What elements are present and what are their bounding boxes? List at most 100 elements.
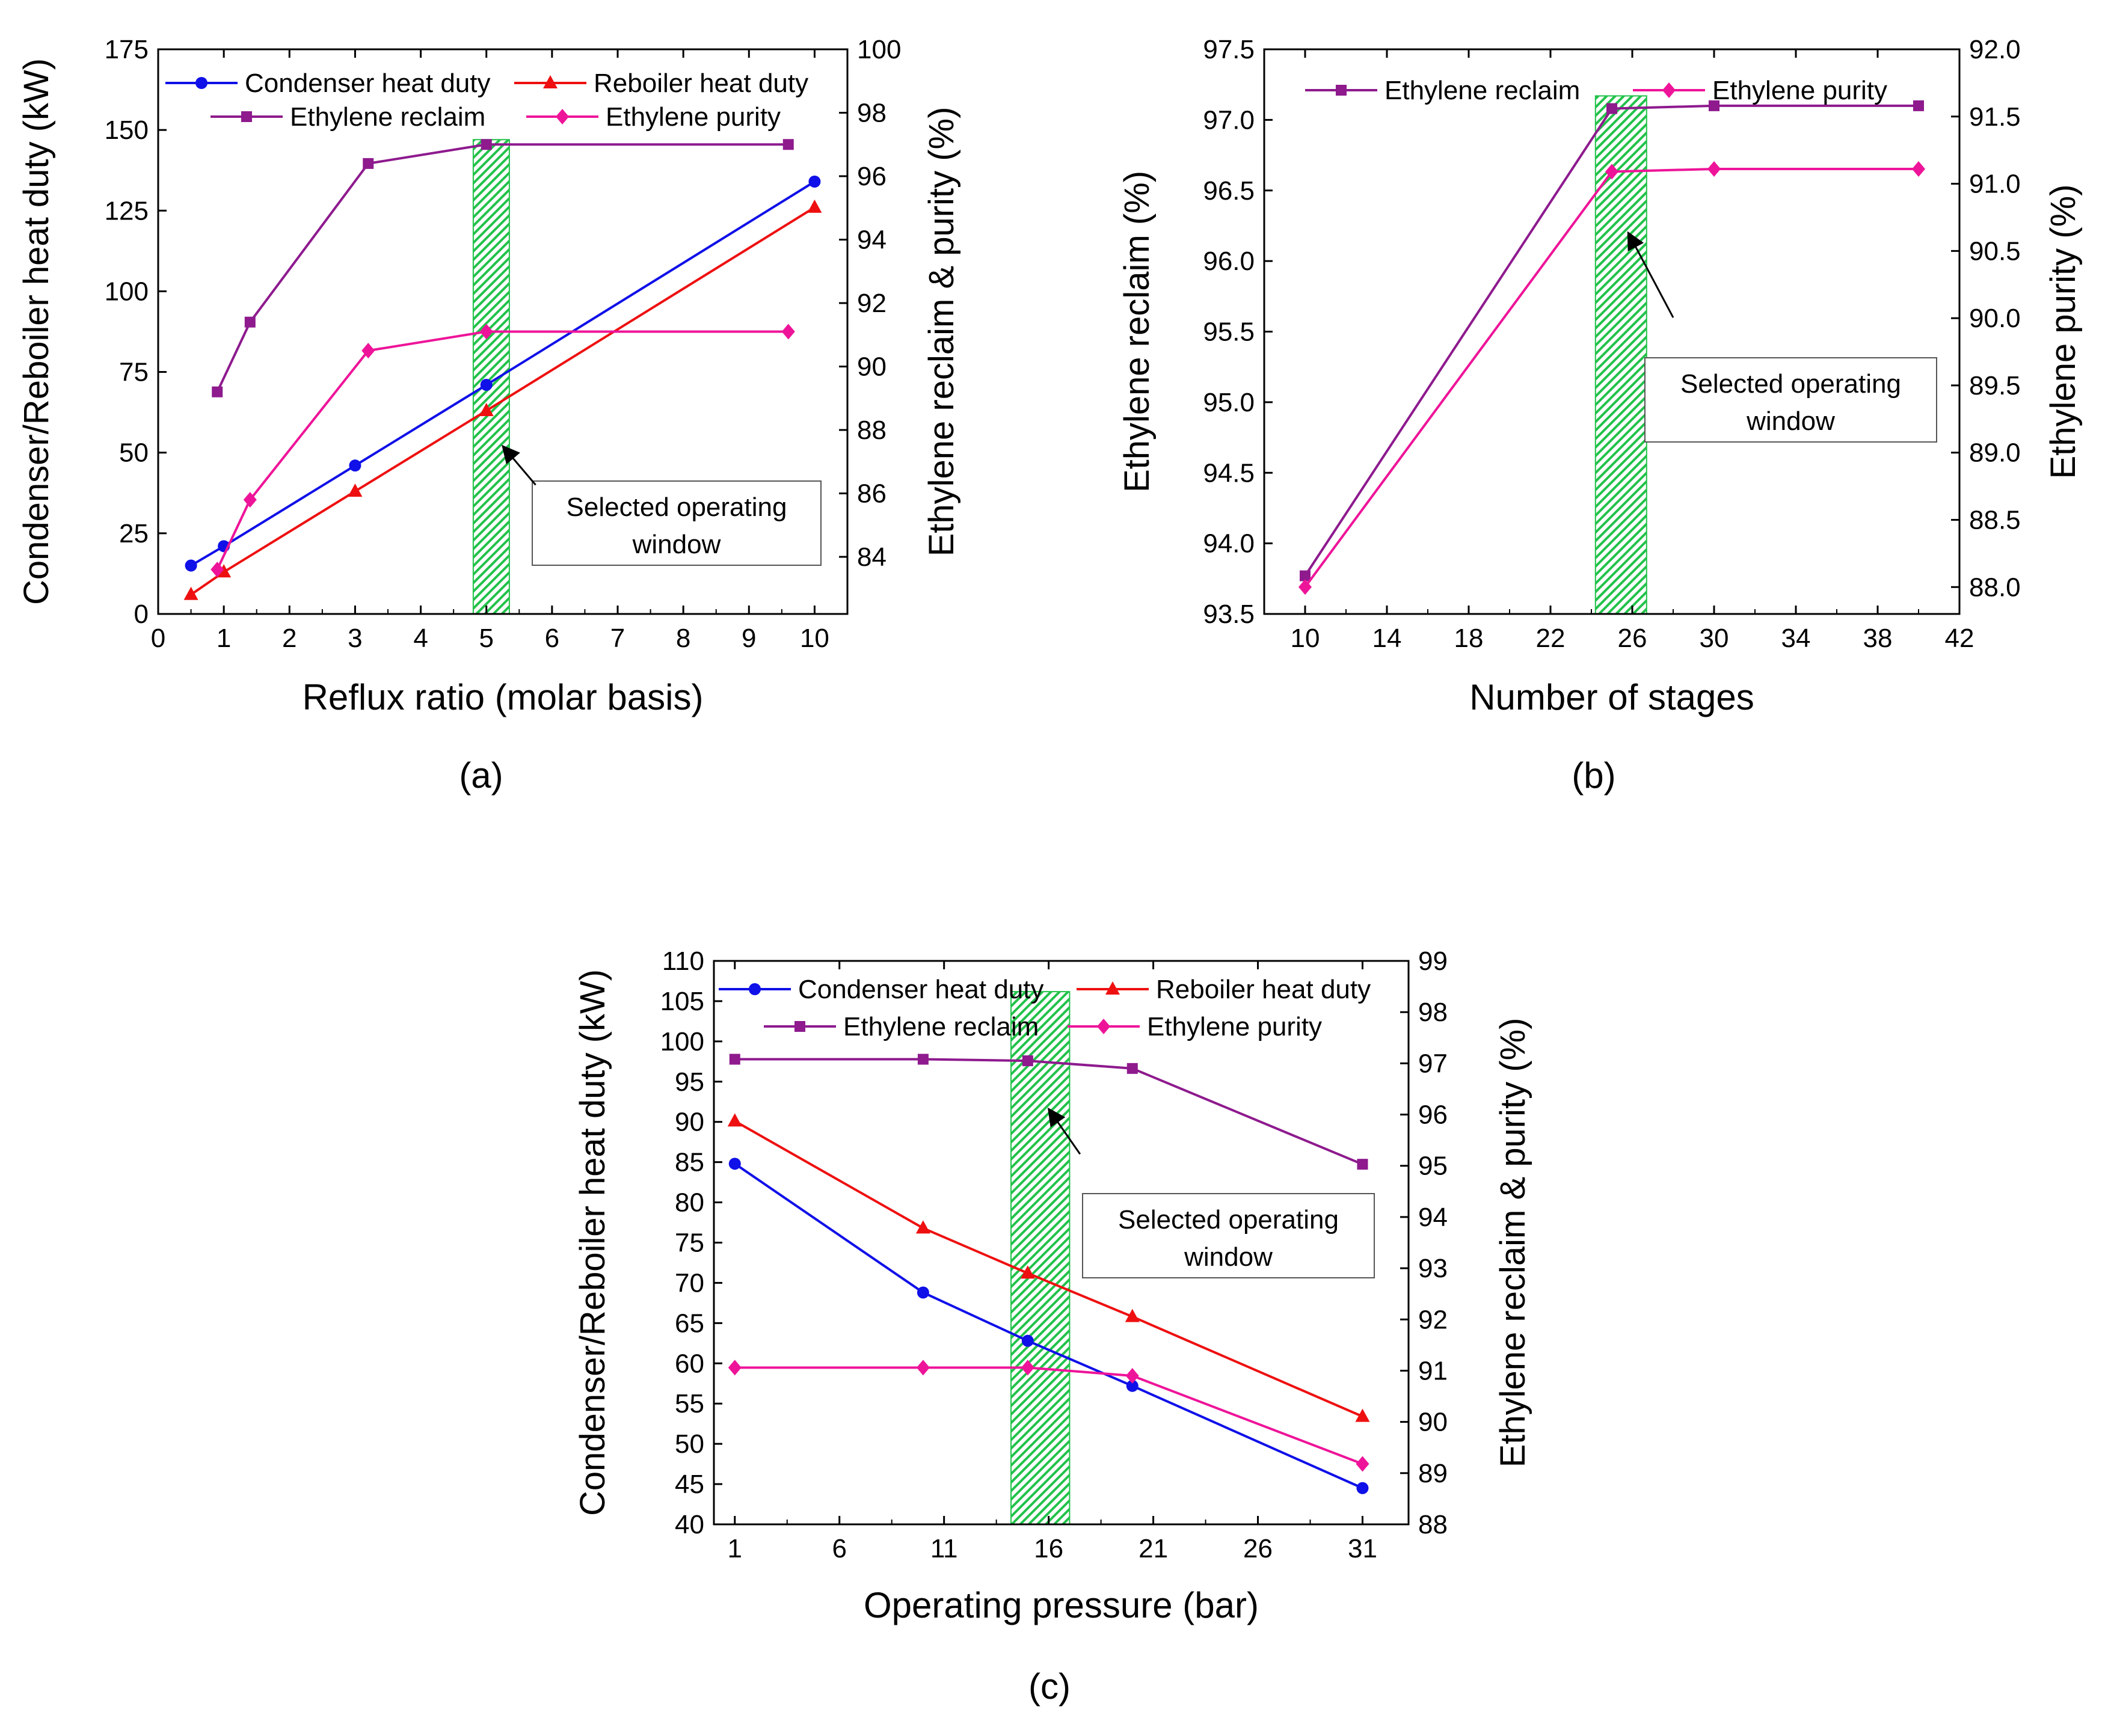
data-point-diamond (1605, 164, 1618, 180)
x-tick-label: 3 (348, 624, 362, 653)
data-point-diamond (1021, 1360, 1034, 1376)
y2-tick-label: 88.0 (1969, 572, 2021, 602)
y2-tick-label: 92 (1418, 1305, 1448, 1334)
data-point-diamond (1356, 1456, 1369, 1472)
data-point-triangle (727, 1113, 742, 1127)
y-tick-label: 45 (675, 1470, 704, 1499)
y-tick-label: 96.0 (1203, 247, 1255, 276)
panel-label: (c) (1028, 1666, 1071, 1707)
y-tick-label: 94.0 (1203, 529, 1255, 559)
y2-tick-label: 92 (857, 289, 887, 318)
x-tick-label: 10 (800, 624, 829, 653)
y-tick-label: 110 (662, 946, 704, 976)
data-point-diamond (781, 324, 795, 340)
y-axis-label: Condenser/Reboiler heat duty (kW) (573, 969, 612, 1516)
y2-axis-label: Ethylene purity (%) (2044, 185, 2083, 479)
legend-marker (794, 1021, 805, 1032)
annotation-arrow (1627, 231, 1674, 318)
x-tick-label: 21 (1139, 1534, 1168, 1563)
y-tick-label: 97.5 (1203, 35, 1255, 64)
x-tick-label: 34 (1781, 624, 1811, 653)
legend-marker (195, 77, 207, 89)
data-point-triangle (479, 402, 494, 416)
data-point-circle (728, 1158, 741, 1170)
annotation-line-2: window (632, 530, 721, 559)
y-tick-label: 105 (660, 987, 704, 1016)
y2-tick-label: 84 (857, 542, 887, 572)
y2-tick-label: 96 (1418, 1100, 1448, 1130)
x-tick-label: 8 (676, 624, 690, 653)
selected-window-highlight (1594, 95, 1647, 615)
legend-marker (749, 983, 761, 995)
legend-label: Condenser heat duty (245, 69, 491, 98)
annotation-line-1: Selected operating (1118, 1205, 1339, 1235)
y-tick-label: 60 (675, 1349, 704, 1378)
x-tick-label: 0 (151, 624, 165, 653)
y2-tick-label: 93 (1418, 1254, 1448, 1283)
y2-tick-label: 94 (857, 225, 887, 255)
y-tick-label: 70 (675, 1268, 704, 1298)
y2-tick-label: 91.0 (1969, 170, 2021, 199)
data-point-diamond (479, 324, 493, 340)
y2-tick-label: 90.0 (1969, 304, 2021, 333)
y2-tick-label: 90 (1418, 1408, 1448, 1437)
y2-axis-label: Ethylene reclaim & purity (%) (922, 107, 961, 557)
y2-tick-label: 88.5 (1969, 506, 2021, 535)
legend-marker (1662, 82, 1676, 98)
x-tick-label: 4 (413, 624, 428, 653)
y-tick-label: 85 (675, 1148, 704, 1177)
x-tick-label: 26 (1618, 624, 1647, 653)
data-point-circle (480, 379, 493, 391)
data-point-diamond (728, 1360, 742, 1376)
y-tick-label: 50 (119, 438, 149, 468)
data-point-triangle (915, 1220, 930, 1234)
data-point-triangle (1355, 1408, 1370, 1422)
data-point-diamond (1707, 161, 1721, 177)
y2-tick-label: 89.0 (1969, 438, 2021, 468)
annotation-box (532, 480, 822, 566)
y2-tick-label: 91.5 (1969, 102, 2021, 132)
data-point-circle (1126, 1379, 1139, 1392)
x-tick-label: 7 (610, 624, 625, 653)
legend-marker (1336, 85, 1347, 96)
x-tick-label: 1 (217, 624, 231, 653)
data-point-square (1357, 1159, 1368, 1170)
data-point-square (212, 386, 223, 397)
legend-label: Ethylene reclaim (1384, 76, 1580, 105)
x-tick-label: 22 (1536, 624, 1566, 653)
y-tick-label: 25 (119, 519, 149, 548)
data-point-diamond (916, 1360, 930, 1376)
annotation-line-2: window (1184, 1242, 1273, 1272)
y-tick-label: 100 (105, 277, 149, 306)
panel-label: (a) (459, 755, 503, 796)
legend-label: Reboiler heat duty (1156, 975, 1371, 1004)
legend-label: Ethylene reclaim (843, 1012, 1039, 1041)
y-tick-label: 75 (119, 358, 149, 387)
y-tick-label: 125 (105, 196, 149, 225)
data-point-square (1606, 103, 1617, 114)
data-point-circle (349, 459, 361, 472)
y2-tick-label: 91 (1418, 1356, 1448, 1385)
legend-marker (543, 75, 558, 88)
selected-window-highlight (472, 139, 510, 615)
data-point-circle (808, 175, 821, 188)
legend-marker (1105, 981, 1120, 995)
legend-marker (556, 109, 569, 124)
legend-label: Ethylene purity (1712, 76, 1887, 105)
legend-marker (241, 111, 252, 122)
data-point-square (244, 316, 256, 328)
y-tick-label: 40 (675, 1510, 704, 1539)
x-axis-label: Reflux ratio (molar basis) (303, 677, 704, 717)
data-point-square (1300, 570, 1311, 581)
x-tick-label: 5 (479, 624, 493, 653)
x-tick-label: 38 (1863, 624, 1893, 653)
y2-tick-label: 95 (1418, 1152, 1448, 1181)
data-point-diamond (210, 562, 224, 578)
x-tick-label: 16 (1034, 1534, 1063, 1563)
y2-tick-label: 98 (857, 99, 887, 128)
x-tick-label: 31 (1348, 1534, 1377, 1563)
data-point-square (363, 158, 374, 169)
annotation-line-2: window (1746, 406, 1835, 436)
data-point-diamond (1912, 161, 1925, 177)
